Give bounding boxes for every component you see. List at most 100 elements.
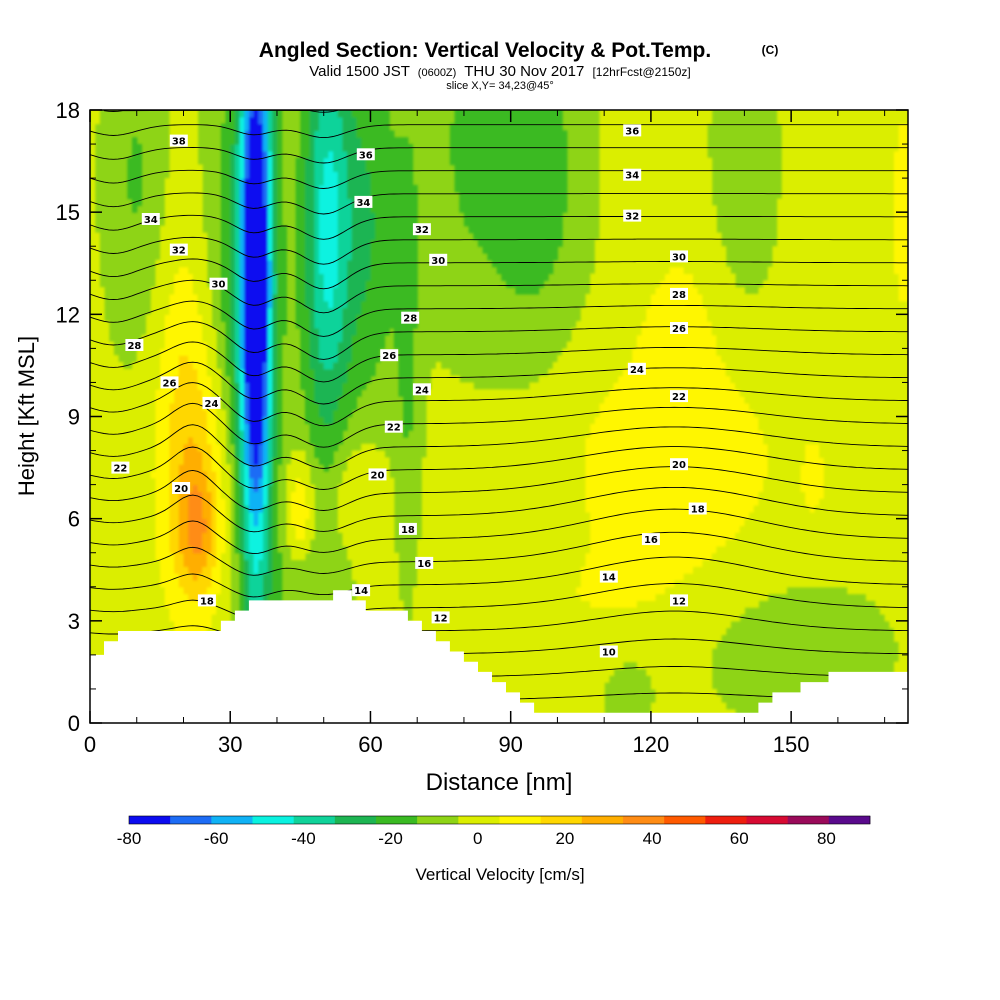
velocity-cell [262,293,269,302]
velocity-cell [244,470,250,479]
velocity-cell [174,491,180,499]
velocity-cell [164,443,171,452]
velocity-cell [192,607,199,615]
velocity-cell [239,198,245,206]
velocity-cell [267,341,273,349]
velocity-cell [356,130,362,138]
velocity-cell [389,191,395,200]
velocity-cell [122,573,128,581]
velocity-cell [379,150,386,159]
velocity-cell [122,457,128,465]
velocity-cell [220,573,227,581]
velocity-cell [295,545,301,554]
velocity-cell [230,184,236,193]
velocity-cell [225,116,231,125]
velocity-cell [342,511,348,520]
velocity-cell [323,218,329,227]
velocity-cell [150,573,157,581]
velocity-cell [164,362,171,370]
velocity-cell [146,314,152,322]
velocity-cell [136,464,143,472]
velocity-cell [230,300,236,309]
velocity-cell [281,280,287,288]
velocity-cell [351,457,358,465]
velocity-cell [347,334,353,343]
velocity-cell [230,287,236,295]
velocity-cell [220,552,227,561]
velocity-cell [160,355,166,363]
velocity-cell [174,239,180,247]
velocity-cell [290,532,297,540]
velocity-cell [421,545,428,554]
velocity-cell [328,355,334,363]
velocity-cell [220,600,227,608]
velocity-cell [234,457,241,465]
velocity-cell [122,532,128,540]
velocity-cell [309,362,315,370]
velocity-cell [248,484,255,493]
velocity-cell [356,307,362,315]
velocity-cell [248,157,255,166]
velocity-cell [197,171,203,179]
velocity-cell [253,450,259,458]
velocity-cell [403,239,409,247]
velocity-cell [108,382,114,390]
velocity-cell [370,239,376,247]
velocity-cell [118,457,124,465]
velocity-cell [239,525,245,533]
velocity-cell [155,545,161,554]
velocity-cell [132,491,138,499]
velocity-cell [155,511,161,520]
velocity-cell [244,259,250,268]
velocity-cell [365,164,372,172]
velocity-cell [328,205,334,213]
velocity-cell [276,164,283,172]
velocity-cell [164,205,171,213]
velocity-cell [389,225,395,234]
velocity-cell [375,457,381,465]
velocity-cell [370,218,376,227]
velocity-cell [323,293,329,302]
velocity-cell [389,246,395,254]
velocity-cell [108,470,114,479]
velocity-cell [239,273,245,281]
velocity-cell [248,457,255,465]
velocity-cell [178,123,185,132]
velocity-cell [160,368,166,377]
velocity-cell [375,518,381,527]
velocity-cell [136,586,143,595]
velocity-cell [127,505,133,513]
velocity-cell [347,545,353,554]
velocity-cell [276,232,283,241]
velocity-cell [174,171,180,179]
velocity-cell [136,518,143,527]
velocity-cell [244,212,250,220]
velocity-cell [323,436,329,445]
velocity-cell [150,450,157,458]
velocity-cell [220,157,227,166]
velocity-cell [206,525,213,533]
velocity-cell [197,362,203,370]
velocity-cell [365,491,372,499]
velocity-cell [141,341,147,349]
velocity-cell [407,280,414,288]
velocity-cell [174,184,180,193]
velocity-cell [248,450,255,458]
velocity-cell [333,409,339,418]
velocity-cell [202,491,208,499]
velocity-cell [220,307,227,315]
velocity-cell [104,334,110,343]
velocity-cell [342,218,348,227]
velocity-cell [248,566,255,574]
velocity-cell [155,484,161,493]
velocity-cell [183,280,189,288]
velocity-cell [192,532,199,540]
velocity-cell [262,539,269,547]
velocity-cell [192,593,199,601]
velocity-cell [258,477,264,486]
velocity-cell [206,382,213,390]
velocity-cell [244,232,250,241]
velocity-cell [155,593,161,601]
velocity-cell [174,402,180,411]
velocity-cell [328,436,334,445]
